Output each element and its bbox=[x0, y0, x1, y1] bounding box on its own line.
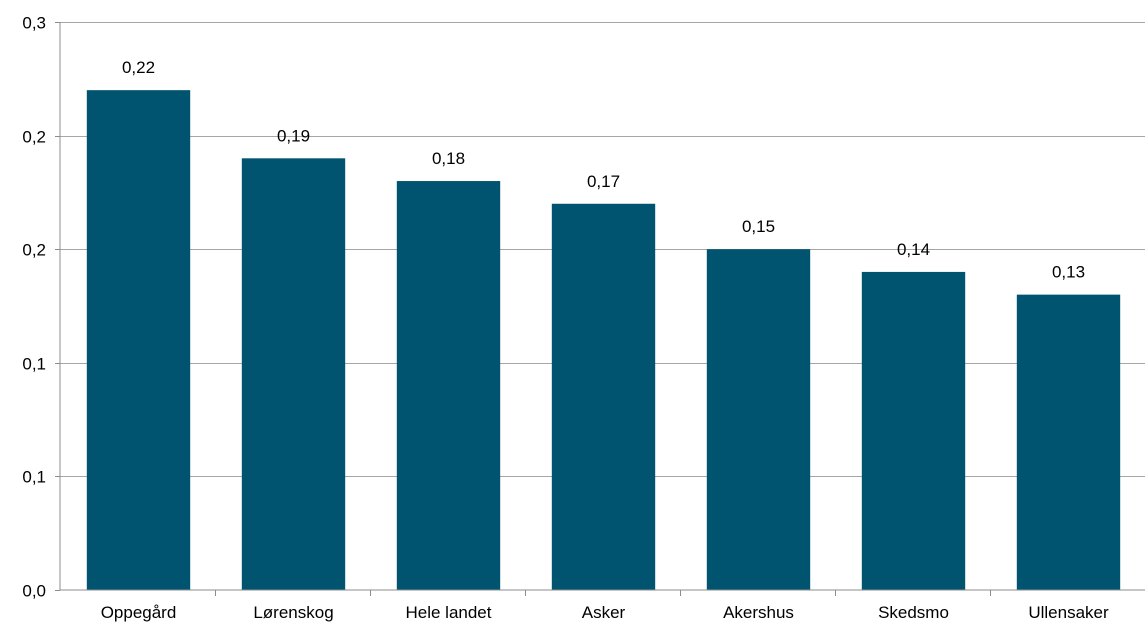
y-tick-label: 0,1 bbox=[22, 355, 46, 374]
x-tick-label: Asker bbox=[582, 603, 626, 622]
data-label: 0,14 bbox=[897, 240, 930, 259]
bar bbox=[551, 203, 656, 590]
y-tick-label: 0,3 bbox=[22, 14, 46, 33]
bar bbox=[861, 271, 966, 590]
data-labels: 0,22 0,19 0,18 0,17 0,15 0,14 0,13 bbox=[122, 58, 1085, 281]
x-tick-label: Lørenskog bbox=[253, 603, 333, 622]
bars bbox=[86, 90, 1121, 591]
y-tick-label: 0,0 bbox=[22, 582, 46, 601]
y-tick-label: 0,2 bbox=[22, 241, 46, 260]
bar bbox=[1016, 294, 1121, 590]
data-label: 0,22 bbox=[122, 58, 155, 77]
y-tick-label: 0,1 bbox=[22, 468, 46, 487]
y-tick-label: 0,2 bbox=[22, 128, 46, 147]
data-label: 0,17 bbox=[587, 172, 620, 191]
bar bbox=[241, 158, 346, 590]
data-label: 0,13 bbox=[1052, 263, 1085, 282]
bar bbox=[706, 249, 811, 590]
data-label: 0,18 bbox=[432, 149, 465, 168]
bar bbox=[396, 181, 501, 591]
y-tick-labels: 0,0 0,1 0,1 0,2 0,2 0,3 bbox=[22, 14, 46, 601]
x-tick-label: Skedsmo bbox=[878, 603, 949, 622]
x-tick-label: Oppegård bbox=[101, 603, 177, 622]
bar bbox=[86, 90, 191, 590]
x-tick-label: Ullensaker bbox=[1028, 603, 1109, 622]
data-label: 0,15 bbox=[742, 217, 775, 236]
axes bbox=[55, 22, 1145, 596]
x-tick-label: Hele landet bbox=[405, 603, 491, 622]
x-tick-label: Akershus bbox=[723, 603, 794, 622]
x-tick-labels: Oppegård Lørenskog Hele landet Asker Akershu… bbox=[101, 603, 1109, 622]
data-label: 0,19 bbox=[277, 126, 310, 145]
